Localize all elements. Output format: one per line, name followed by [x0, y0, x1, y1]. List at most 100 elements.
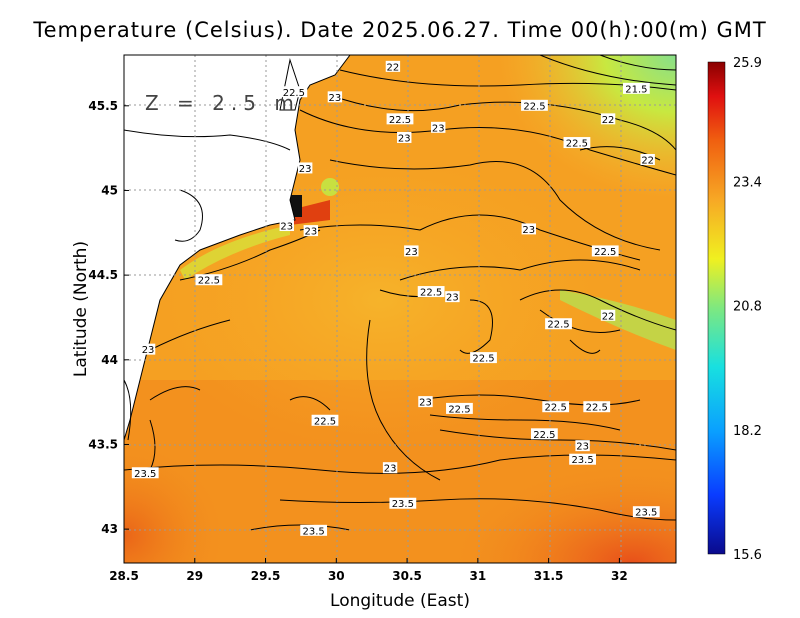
contour-label: 22 — [602, 311, 615, 322]
contour-label: 22.5 — [389, 115, 411, 126]
contour-label: 23 — [398, 133, 411, 144]
contour-label-bg — [382, 462, 398, 474]
contour-label: 22 — [641, 155, 654, 166]
contour-label: 23.5 — [392, 499, 414, 510]
contour-label: 22 — [602, 115, 615, 126]
contour-label-bg — [279, 220, 294, 232]
contour-label-bg — [545, 318, 572, 330]
colorbar-tick-label: 18.2 — [733, 424, 762, 439]
contour-label-bg — [569, 453, 596, 465]
contour-label-bg — [195, 274, 223, 286]
contour-label-bg — [583, 401, 611, 413]
contour-label-bg — [445, 291, 460, 303]
contour-label: 22.5 — [586, 403, 608, 414]
contour-label-bg — [521, 99, 548, 111]
y-tick-label: 43 — [101, 522, 118, 536]
contour-label-bg — [404, 245, 419, 257]
contour-label-bg — [575, 440, 590, 452]
x-axis-ticks: 28.5 29 29.5 30 30.5 31 31.5 32 — [109, 558, 628, 583]
x-tick-label: 29.5 — [251, 569, 281, 583]
contour-label: 22.5 — [472, 354, 494, 365]
contour-label-bg — [327, 91, 343, 103]
contour-label-bg — [470, 352, 497, 364]
contour-label: 23.5 — [571, 455, 593, 466]
plot-frame — [123, 54, 677, 564]
x-tick-label: 28.5 — [109, 569, 139, 583]
y-tick-label: 43.5 — [88, 437, 118, 451]
contour-label: 22.5 — [533, 430, 555, 441]
contour-label: 22.5 — [314, 416, 336, 427]
contour-label: 22.5 — [523, 101, 545, 112]
contour-label-bg — [542, 401, 570, 413]
contour-label-bg — [431, 121, 446, 133]
colorbar — [707, 61, 726, 555]
contour-label: 23 — [419, 398, 432, 409]
contour-label: 23.5 — [635, 508, 657, 519]
contour-label: 23 — [432, 123, 445, 134]
contour-label-bg — [385, 60, 401, 72]
contour-label: 23 — [304, 227, 317, 238]
x-tick-label: 30 — [328, 569, 345, 583]
contour-label-bg — [622, 82, 650, 94]
contour-label-bg — [591, 245, 619, 257]
y-axis-ticks: 45.5 45 44.5 44 43.5 43 — [88, 99, 129, 536]
contour-label-bg — [140, 343, 156, 355]
contour-label: 23 — [576, 442, 589, 453]
contour-label-bg — [300, 524, 328, 536]
contour-label-bg — [418, 396, 433, 408]
contour-label: 22.5 — [566, 139, 588, 150]
contour-label: 23 — [142, 345, 155, 356]
colorbar-tick-label: 15.6 — [733, 548, 762, 563]
x-tick-label: 31.5 — [534, 569, 564, 583]
contour-label: 22.5 — [594, 247, 616, 258]
contour-label: 23.5 — [303, 526, 325, 537]
x-tick-label: 29 — [186, 569, 203, 583]
x-tick-label: 30.5 — [392, 569, 422, 583]
contour-label-bg — [417, 286, 445, 298]
contour-label-bg — [600, 309, 616, 321]
contour-label: 23 — [446, 293, 459, 304]
contour-label: 22.5 — [547, 320, 569, 331]
contour-label-bg — [600, 113, 616, 125]
contour-label: 22.5 — [198, 276, 220, 287]
colorbar-tick-label: 20.8 — [733, 300, 762, 315]
y-axis-label: Latitude (North) — [71, 241, 91, 377]
contour-label: 23 — [329, 93, 342, 104]
contour-label-bg — [280, 86, 308, 98]
contour-label-bg — [563, 137, 591, 149]
contour-label-bg — [311, 414, 339, 426]
contour-label: 22 — [387, 62, 400, 73]
contour-label: 21.5 — [625, 84, 647, 95]
contour-label-bg — [297, 162, 313, 174]
contour-label: 23 — [280, 222, 293, 233]
contour-label: 22.5 — [448, 404, 470, 415]
contour-lines — [124, 55, 676, 531]
colorbar-tick-label: 23.4 — [733, 175, 762, 190]
contour-label: 23 — [384, 464, 397, 475]
contour-label-bg — [397, 131, 412, 143]
y-tick-label: 44 — [101, 353, 118, 367]
depth-label: Z = 2.5 m — [145, 91, 300, 115]
land-mass — [123, 54, 351, 441]
contour-label-bg — [131, 467, 159, 479]
y-tick-label: 44.5 — [88, 268, 118, 282]
contour-label-bg — [389, 497, 417, 509]
contour-label: 22.5 — [420, 288, 442, 299]
contour-label-bg — [386, 113, 414, 125]
x-axis-label: Longitude (East) — [330, 591, 470, 611]
contour-label-bg — [640, 153, 655, 165]
x-tick-label: 31 — [469, 569, 486, 583]
x-tick-label: 32 — [611, 569, 628, 583]
contour-label-bg — [521, 223, 536, 235]
colorbar-tick-label: 25.9 — [733, 56, 762, 71]
contour-label-bg — [530, 428, 558, 440]
colorbar-ticks: 25.9 23.4 20.8 18.2 15.6 — [733, 56, 762, 563]
map-title: Temperature (Celsius). Date 2025.06.27. … — [33, 18, 767, 42]
contour-label: 22.5 — [545, 403, 567, 414]
contour-label: 23 — [405, 247, 418, 258]
contour-label-bg — [632, 506, 660, 518]
contour-label: 22.5 — [283, 88, 305, 99]
contour-label: 23.5 — [134, 469, 156, 480]
y-tick-label: 45.5 — [88, 99, 118, 113]
